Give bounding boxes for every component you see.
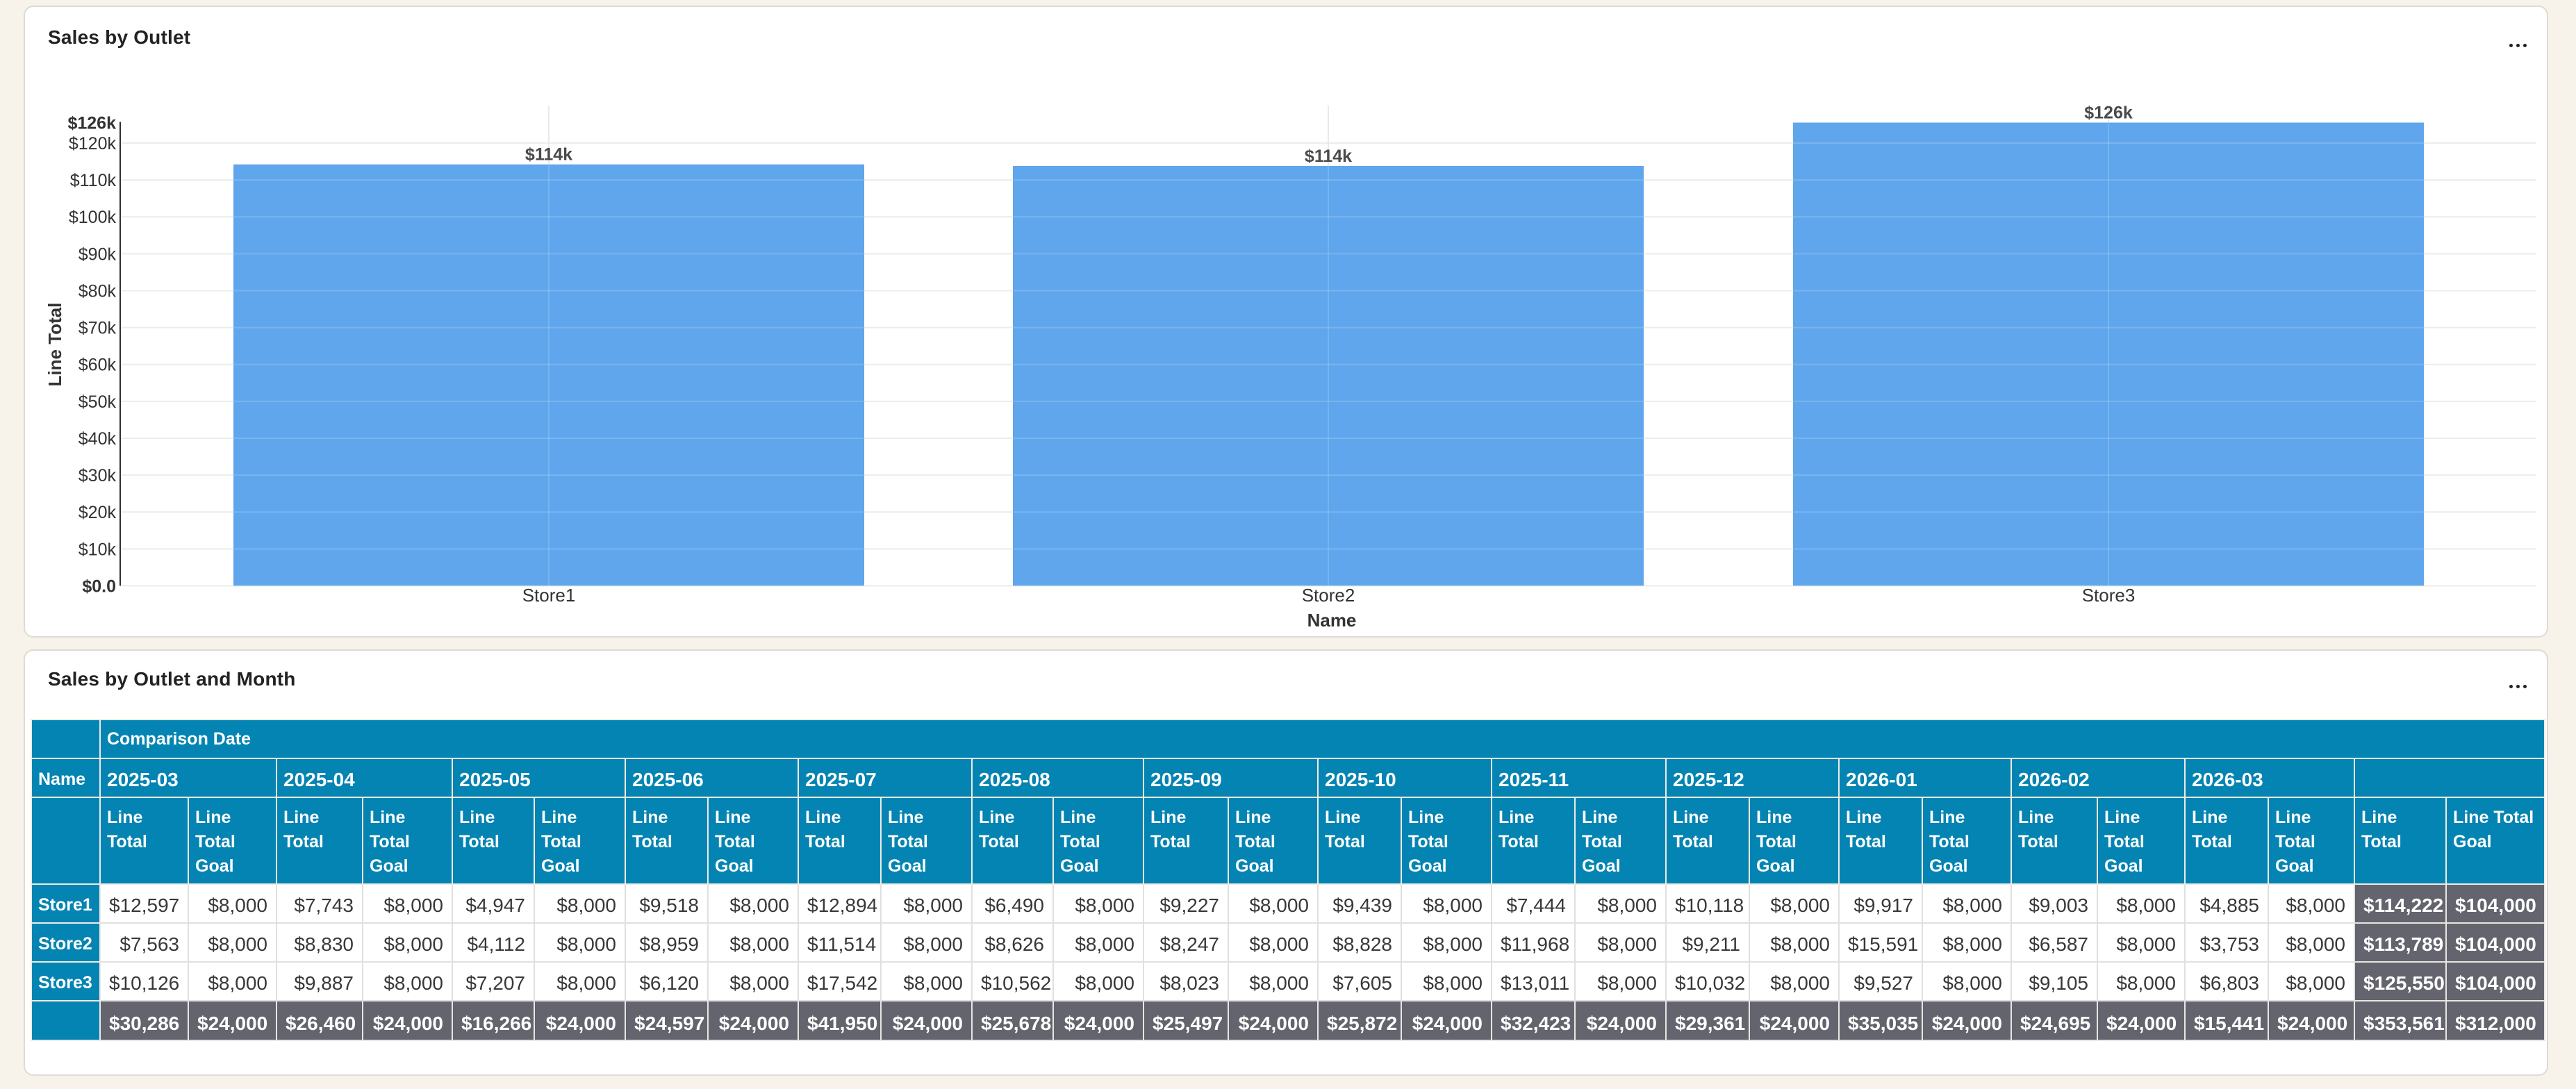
svg-text:$126k: $126k bbox=[2084, 103, 2133, 123]
svg-text:Name: Name bbox=[1307, 610, 1357, 631]
svg-text:$126k: $126k bbox=[67, 114, 116, 133]
svg-text:$10k: $10k bbox=[79, 540, 117, 559]
svg-text:$50k: $50k bbox=[79, 392, 117, 412]
svg-text:$114k: $114k bbox=[525, 145, 572, 165]
svg-text:$30k: $30k bbox=[79, 466, 117, 485]
svg-text:Store1: Store1 bbox=[522, 585, 576, 606]
svg-text:Store3: Store3 bbox=[2082, 585, 2136, 606]
svg-text:$120k: $120k bbox=[69, 134, 117, 153]
svg-text:$114k: $114k bbox=[1305, 147, 1352, 166]
svg-text:$70k: $70k bbox=[79, 319, 117, 338]
svg-text:$60k: $60k bbox=[79, 356, 117, 375]
svg-text:$0.0: $0.0 bbox=[82, 577, 116, 597]
svg-text:Line Total: Line Total bbox=[44, 303, 65, 387]
svg-text:$90k: $90k bbox=[79, 244, 117, 264]
svg-text:$110k: $110k bbox=[70, 171, 117, 190]
svg-text:$100k: $100k bbox=[69, 208, 117, 227]
svg-text:Store2: Store2 bbox=[1302, 585, 1355, 606]
svg-text:$80k: $80k bbox=[79, 282, 117, 301]
svg-text:$20k: $20k bbox=[79, 503, 117, 522]
svg-text:$40k: $40k bbox=[79, 429, 117, 449]
